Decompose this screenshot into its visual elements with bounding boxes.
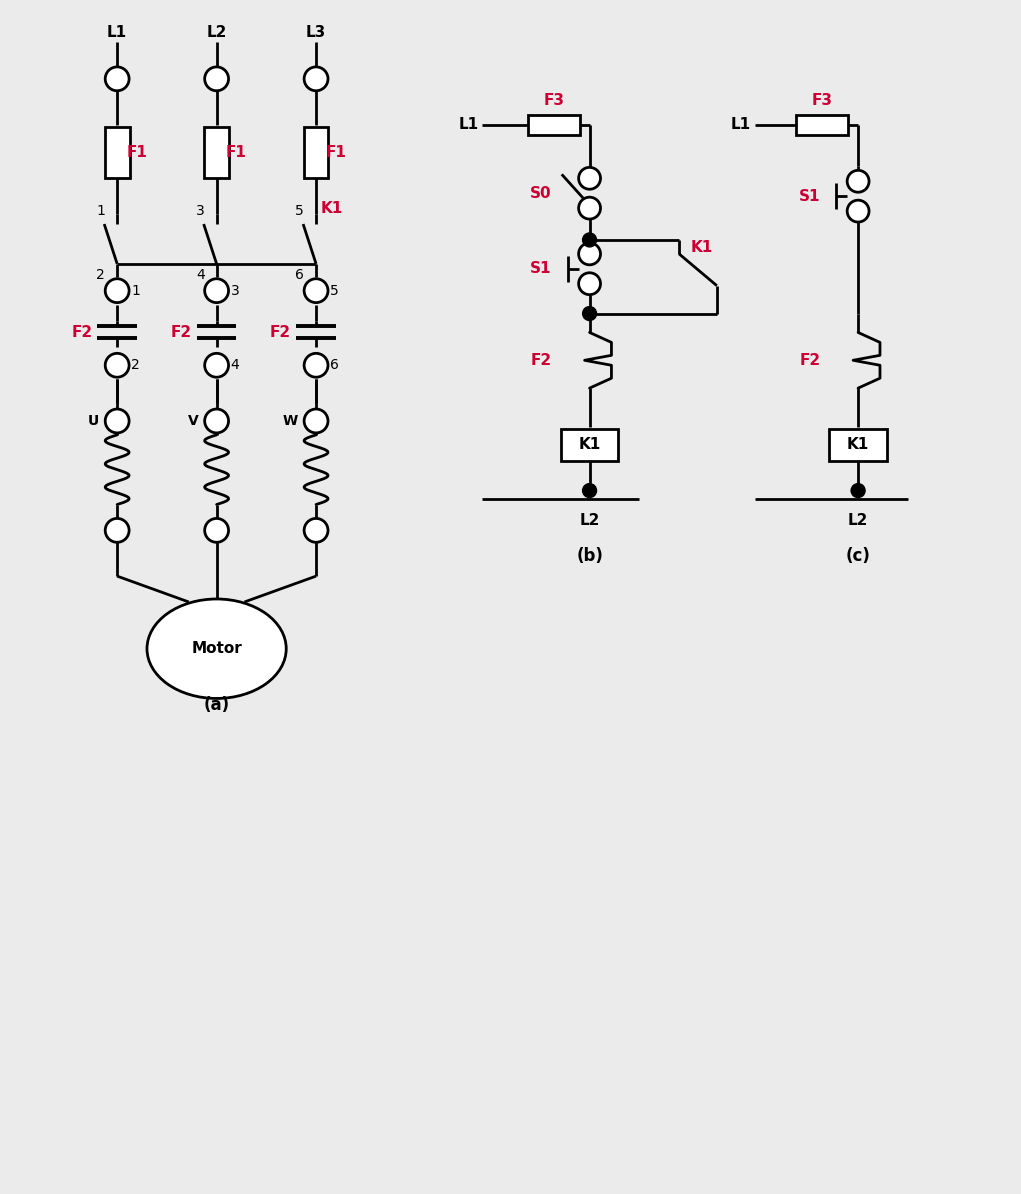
Circle shape <box>583 233 596 247</box>
Circle shape <box>204 410 229 433</box>
Text: 5: 5 <box>330 284 339 297</box>
Text: K1: K1 <box>847 437 869 453</box>
Bar <box>796 115 848 135</box>
Circle shape <box>304 278 328 302</box>
Text: 3: 3 <box>196 204 204 219</box>
Text: 4: 4 <box>196 267 204 282</box>
Circle shape <box>579 242 600 265</box>
Bar <box>528 115 580 135</box>
Text: L1: L1 <box>458 117 478 133</box>
Text: (a): (a) <box>203 696 230 714</box>
Text: K1: K1 <box>579 437 600 453</box>
Text: S0: S0 <box>530 186 551 201</box>
Circle shape <box>579 197 600 219</box>
Text: 4: 4 <box>231 358 239 373</box>
Circle shape <box>304 353 328 377</box>
Text: S1: S1 <box>530 261 551 276</box>
Text: F3: F3 <box>812 93 833 109</box>
Text: L1: L1 <box>731 117 750 133</box>
Text: L1: L1 <box>107 25 128 39</box>
Text: L2: L2 <box>206 25 227 39</box>
Text: 6: 6 <box>330 358 339 373</box>
Circle shape <box>204 67 229 91</box>
Bar <box>561 429 619 461</box>
Text: F1: F1 <box>226 144 247 160</box>
Text: K1: K1 <box>321 201 343 216</box>
Circle shape <box>304 67 328 91</box>
Text: F2: F2 <box>531 352 551 368</box>
Circle shape <box>847 171 869 192</box>
Text: 2: 2 <box>131 358 140 373</box>
Circle shape <box>105 278 129 302</box>
Text: 3: 3 <box>231 284 239 297</box>
Circle shape <box>579 167 600 189</box>
Text: (b): (b) <box>576 547 603 565</box>
Circle shape <box>105 353 129 377</box>
Circle shape <box>204 518 229 542</box>
Text: F2: F2 <box>799 352 820 368</box>
Text: L2: L2 <box>847 513 868 528</box>
Text: 2: 2 <box>96 267 105 282</box>
Text: F2: F2 <box>271 325 291 340</box>
Text: F3: F3 <box>543 93 565 109</box>
Circle shape <box>304 518 328 542</box>
Circle shape <box>105 410 129 433</box>
Circle shape <box>579 272 600 295</box>
Text: 1: 1 <box>96 204 105 219</box>
Bar <box>204 127 229 178</box>
Circle shape <box>204 278 229 302</box>
Text: L3: L3 <box>306 25 326 39</box>
Text: 5: 5 <box>295 204 304 219</box>
Text: L2: L2 <box>579 513 599 528</box>
Text: U: U <box>88 414 99 427</box>
Text: 6: 6 <box>295 267 304 282</box>
Text: (c): (c) <box>845 547 871 565</box>
Circle shape <box>852 484 865 498</box>
Circle shape <box>105 518 129 542</box>
Bar <box>829 429 887 461</box>
Text: V: V <box>188 414 199 427</box>
Circle shape <box>304 410 328 433</box>
Ellipse shape <box>147 599 286 698</box>
Text: F2: F2 <box>171 325 192 340</box>
Text: W: W <box>283 414 298 427</box>
Circle shape <box>105 67 129 91</box>
Bar <box>303 127 329 178</box>
Text: 1: 1 <box>131 284 140 297</box>
Text: S1: S1 <box>798 189 820 204</box>
Circle shape <box>204 353 229 377</box>
Text: F1: F1 <box>326 144 346 160</box>
Text: F1: F1 <box>127 144 147 160</box>
Text: F2: F2 <box>71 325 92 340</box>
Bar <box>105 127 130 178</box>
Text: K1: K1 <box>691 240 714 256</box>
Text: Motor: Motor <box>191 641 242 657</box>
Circle shape <box>583 484 596 498</box>
Circle shape <box>583 307 596 320</box>
Circle shape <box>847 201 869 222</box>
